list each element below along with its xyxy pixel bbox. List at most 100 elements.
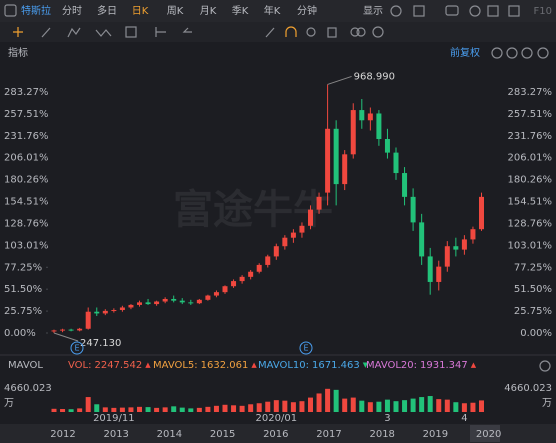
icon[interactable]: [13, 27, 23, 37]
y-tick-label: 180.26%: [4, 175, 49, 186]
candle-body: [205, 295, 211, 300]
icon[interactable]: [413, 5, 425, 17]
icon[interactable]: [356, 27, 366, 37]
candle-body: [479, 196, 484, 230]
event-marker[interactable]: [70, 341, 84, 355]
stat-name: MAVOL5:: [153, 360, 198, 371]
icon[interactable]: [372, 26, 384, 38]
candle-body: [94, 311, 100, 314]
timeline-label: 2017: [316, 429, 341, 440]
volume-bar: [231, 405, 237, 412]
icon[interactable]: [285, 26, 297, 37]
candle-body: [453, 246, 459, 250]
candle-body: [222, 286, 228, 293]
volume-bar: [196, 407, 202, 412]
volume-bar: [453, 402, 459, 412]
y-tick-label: 206.01%: [508, 153, 553, 164]
stat-trend: ▼: [363, 361, 369, 369]
icon[interactable]: [125, 26, 137, 38]
volume-bar: [427, 396, 433, 412]
candle-body: [325, 128, 331, 193]
volume-bar: [342, 398, 348, 412]
icon[interactable]: [182, 27, 192, 33]
icon[interactable]: [390, 5, 402, 17]
tab[interactable]: 日K: [132, 6, 149, 17]
icon[interactable]: [491, 47, 503, 59]
max-label: 968.990: [354, 71, 395, 82]
stock-name[interactable]: 特斯拉: [21, 4, 51, 17]
candle-body: [436, 266, 442, 282]
drawing-toolbar: [0, 22, 556, 42]
event-label: E: [74, 344, 79, 353]
candle-body: [188, 302, 194, 304]
icon[interactable]: [445, 5, 459, 16]
icon[interactable]: [508, 5, 520, 17]
event-marker[interactable]: [299, 341, 313, 355]
tab[interactable]: 季K: [232, 5, 249, 17]
y-tick-label: 128.76%: [508, 218, 553, 229]
candle-body: [102, 310, 108, 314]
y-tick-label: 0.00%: [4, 328, 36, 339]
icon[interactable]: [306, 27, 316, 37]
volume-label: MAVOL: [8, 360, 43, 371]
y-tick-label: 103.01%: [508, 240, 553, 251]
tab[interactable]: 年K: [264, 4, 281, 17]
display-button[interactable]: 显示: [363, 5, 383, 17]
min-label: 247.130: [80, 338, 121, 349]
icon[interactable]: [265, 27, 275, 38]
x-tick-label: 4: [461, 413, 467, 424]
volume-stat: MAVOL20: 1931.347 ▲: [366, 360, 477, 371]
icon[interactable]: [327, 27, 337, 38]
stat-name: MAVOL10:: [258, 360, 309, 371]
candle-body: [333, 128, 339, 185]
volume-stat: VOL: 2247.542 ▲: [68, 360, 151, 371]
max-pointer: [327, 75, 352, 85]
timeline-handle[interactable]: [470, 425, 500, 442]
volume-bar: [128, 407, 134, 412]
icon[interactable]: [4, 4, 17, 17]
candle-body: [256, 264, 262, 272]
stat-trend: ▲: [471, 361, 477, 369]
tab[interactable]: 分钟: [297, 4, 317, 17]
candle-body: [265, 256, 271, 265]
y-tick-label: 0.00%: [520, 328, 552, 339]
volume-bar: [60, 409, 66, 412]
x-tick-label: 3: [384, 413, 390, 424]
tab[interactable]: 分时: [62, 5, 82, 17]
indicator-label[interactable]: 指标: [8, 46, 28, 59]
tab[interactable]: 多日: [97, 4, 117, 17]
candle-body: [290, 232, 296, 238]
tab[interactable]: 周K: [167, 5, 184, 17]
icon[interactable]: [95, 29, 112, 37]
y-tick-label: 206.01%: [4, 153, 49, 164]
volume-bar: [273, 400, 279, 412]
stat-value: 2247.542: [94, 360, 142, 371]
volume-bar: [282, 400, 288, 412]
timeline-label: 2020: [476, 429, 501, 440]
icon[interactable]: [537, 47, 549, 59]
icon[interactable]: [67, 27, 81, 38]
candle-body: [68, 329, 74, 331]
icon[interactable]: [521, 47, 533, 59]
x-tick-label: 2019/11: [93, 413, 135, 424]
icon[interactable]: [539, 360, 551, 372]
icon[interactable]: [41, 27, 51, 38]
icon[interactable]: [350, 27, 360, 37]
volume-bar: [85, 397, 91, 412]
candle-body: [350, 110, 356, 155]
volume-tick-label: 4660.023: [4, 383, 52, 394]
candle-body: [145, 302, 151, 305]
min-pointer: [53, 332, 79, 342]
tab[interactable]: 月K: [200, 5, 217, 17]
volume-bar: [119, 407, 125, 412]
icon[interactable]: [469, 5, 481, 17]
icon[interactable]: [487, 5, 499, 17]
stat-value: 1931.347: [420, 360, 468, 371]
icon[interactable]: [506, 47, 518, 59]
f10-button[interactable]: F10: [534, 6, 552, 17]
candle-body: [299, 225, 305, 233]
candle-body: [316, 196, 322, 210]
icon[interactable]: [155, 27, 166, 37]
adjust-label[interactable]: 前复权: [450, 46, 480, 59]
